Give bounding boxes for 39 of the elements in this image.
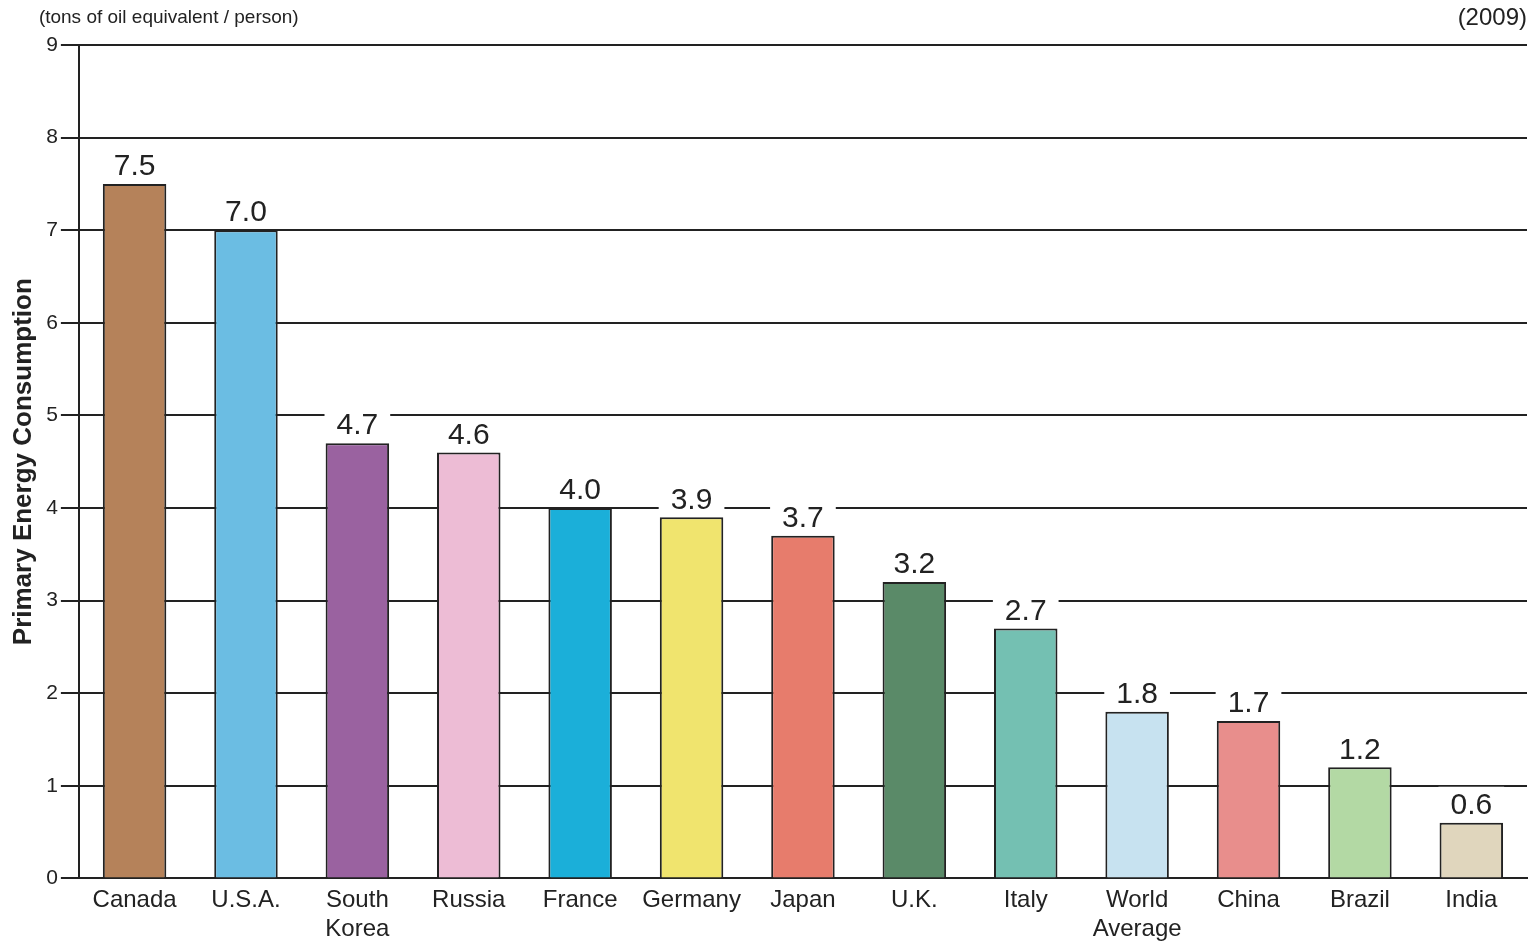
x-tick-label: Germany — [642, 885, 741, 913]
data-label: 7.5 — [113, 148, 156, 182]
text: (2009) — [1457, 2, 1527, 30]
x-tick-label: U.S.A. — [211, 885, 281, 913]
x-tick-label: France — [542, 885, 618, 913]
data-label: 1.7 — [1227, 685, 1270, 719]
y-tick-label: 6 — [46, 309, 58, 333]
y-tick-label: 3 — [46, 587, 58, 611]
x-tick-label: Russia — [432, 885, 507, 913]
data-label: 1.8 — [1116, 675, 1158, 709]
y-tick-label: 8 — [46, 124, 58, 148]
x-tick-label: Brazil — [1329, 885, 1390, 913]
data-label: 4.7 — [336, 407, 379, 441]
y-tick-label: 1 — [46, 772, 58, 796]
x-tick-label: U.K. — [890, 885, 938, 913]
data-label: 1.2 — [1339, 731, 1381, 765]
x-tick-label: South Korea — [325, 885, 391, 942]
data-label: 4.0 — [559, 472, 602, 506]
x-tick-label: China — [1217, 885, 1281, 913]
y-axis-title: Primary Energy Consumption — [6, 278, 37, 646]
data-label: 3.9 — [670, 481, 713, 515]
y-tick-label: 0 — [46, 865, 58, 889]
data-label: 3.7 — [782, 500, 824, 534]
y-tick-label: 5 — [46, 402, 58, 426]
y-tick-label: 9 — [46, 31, 58, 55]
x-tick-label: India — [1445, 885, 1498, 913]
data-label: 4.6 — [447, 416, 490, 450]
data-label: 0.6 — [1450, 787, 1493, 821]
y-tick-label: 2 — [46, 680, 58, 703]
x-tick-label: Italy — [1003, 885, 1048, 913]
y-tick-label: 4 — [46, 494, 59, 518]
x-tick-label: World Average — [1092, 885, 1182, 942]
y-tick-label: 7 — [46, 217, 58, 240]
text: (tons of oil equivalent / person) — [38, 5, 299, 27]
x-tick-label: Japan — [770, 885, 836, 913]
data-label: 3.2 — [893, 546, 936, 580]
data-label: 7.0 — [225, 194, 267, 228]
x-tick-label: Canada — [92, 885, 178, 913]
data-label: 2.7 — [1004, 592, 1047, 626]
